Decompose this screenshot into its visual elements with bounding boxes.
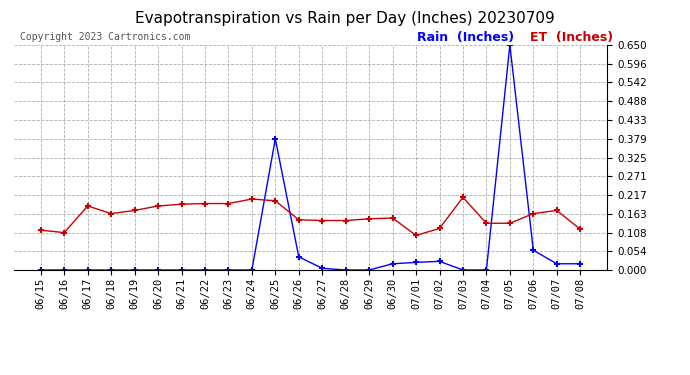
Rain  (Inches): [412, 260, 420, 265]
Rain  (Inches): [459, 268, 467, 272]
ET  (Inches): [177, 202, 186, 207]
Rain  (Inches): [177, 268, 186, 272]
ET  (Inches): [576, 227, 584, 231]
Rain  (Inches): [60, 268, 68, 272]
Rain  (Inches): [107, 268, 115, 272]
Rain  (Inches): [388, 261, 397, 266]
ET  (Inches): [201, 201, 209, 206]
ET  (Inches): [83, 204, 92, 208]
ET  (Inches): [248, 197, 256, 201]
ET  (Inches): [365, 216, 373, 221]
Line: Rain  (Inches): Rain (Inches): [37, 42, 584, 273]
ET  (Inches): [482, 221, 491, 225]
Text: Rain  (Inches): Rain (Inches): [417, 32, 515, 45]
ET  (Inches): [130, 208, 139, 213]
Rain  (Inches): [271, 136, 279, 141]
ET  (Inches): [107, 211, 115, 216]
Rain  (Inches): [435, 259, 444, 264]
Rain  (Inches): [482, 268, 491, 272]
Rain  (Inches): [318, 266, 326, 270]
Rain  (Inches): [224, 268, 233, 272]
Line: ET  (Inches): ET (Inches): [37, 194, 584, 239]
Rain  (Inches): [37, 268, 45, 272]
ET  (Inches): [553, 208, 561, 213]
ET  (Inches): [271, 198, 279, 203]
ET  (Inches): [342, 218, 350, 223]
Rain  (Inches): [130, 268, 139, 272]
Text: Evapotranspiration vs Rain per Day (Inches) 20230709: Evapotranspiration vs Rain per Day (Inch…: [135, 11, 555, 26]
ET  (Inches): [435, 226, 444, 231]
Text: ET  (Inches): ET (Inches): [530, 32, 613, 45]
Rain  (Inches): [83, 268, 92, 272]
ET  (Inches): [388, 216, 397, 220]
Rain  (Inches): [295, 255, 303, 259]
ET  (Inches): [60, 230, 68, 235]
ET  (Inches): [459, 195, 467, 200]
ET  (Inches): [224, 201, 233, 206]
ET  (Inches): [506, 221, 514, 225]
ET  (Inches): [529, 211, 538, 216]
Rain  (Inches): [248, 268, 256, 272]
Rain  (Inches): [576, 261, 584, 266]
Rain  (Inches): [365, 268, 373, 272]
Rain  (Inches): [529, 248, 538, 252]
Rain  (Inches): [553, 261, 561, 266]
ET  (Inches): [37, 228, 45, 232]
Rain  (Inches): [154, 268, 162, 272]
ET  (Inches): [318, 218, 326, 223]
Rain  (Inches): [201, 268, 209, 272]
ET  (Inches): [412, 233, 420, 238]
ET  (Inches): [154, 204, 162, 208]
ET  (Inches): [295, 217, 303, 222]
Text: Copyright 2023 Cartronics.com: Copyright 2023 Cartronics.com: [20, 32, 190, 42]
Rain  (Inches): [342, 268, 350, 272]
Rain  (Inches): [506, 43, 514, 47]
